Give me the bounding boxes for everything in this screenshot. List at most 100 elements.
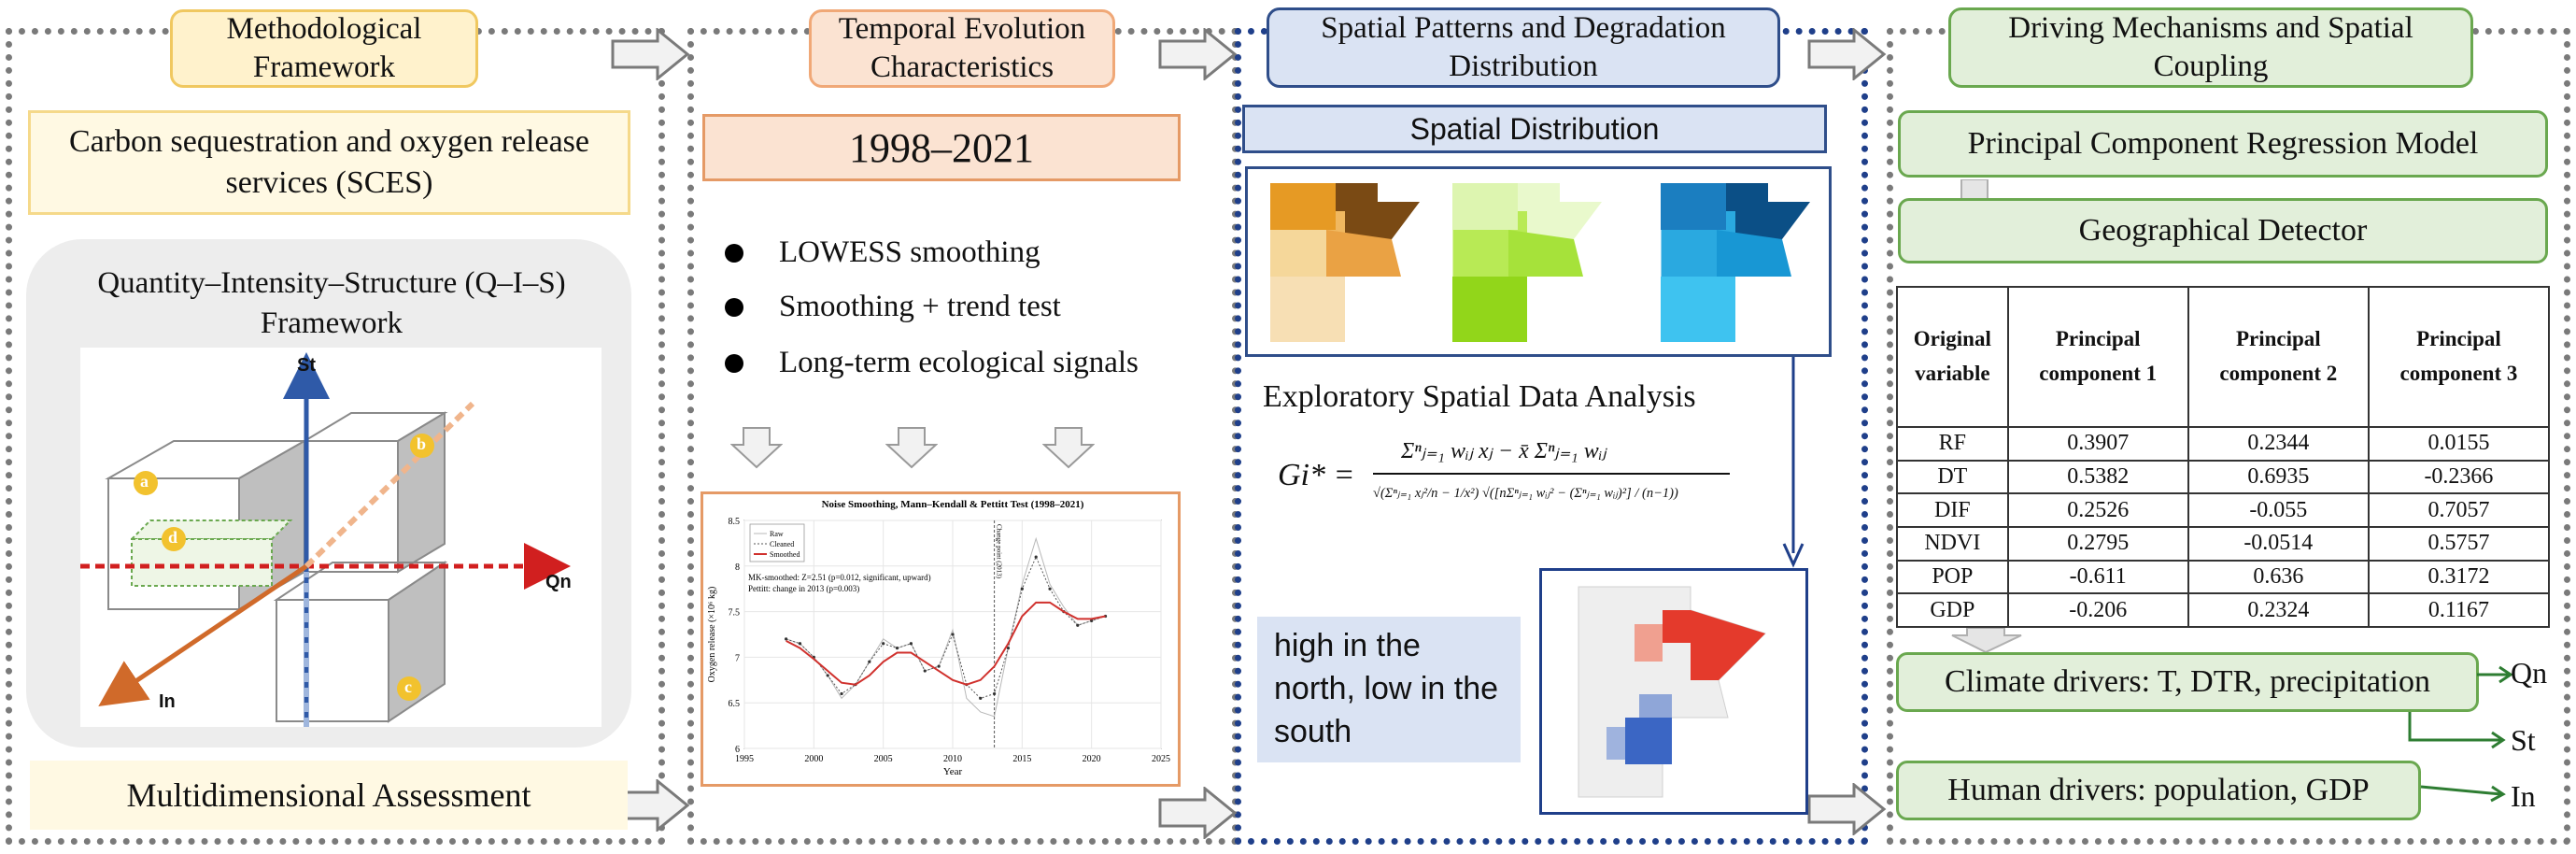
series-cleaned-point (1090, 619, 1094, 622)
bullet-1: LOWESS smoothing (725, 235, 1040, 270)
series-cleaned-point (1048, 587, 1052, 591)
map-green (1451, 182, 1603, 343)
bullet-3: Long-term ecological signals (725, 346, 1139, 380)
y-tick-label: 8 (735, 562, 740, 573)
human-drivers-box: Human drivers: population, GDP (1896, 761, 2421, 820)
mk-annotation: MK-smoothed: Z=2.51 (p=0.012, significan… (748, 573, 931, 582)
bullet-2: Smoothing + trend test (725, 290, 1061, 324)
map-orange (1269, 182, 1421, 343)
methodological-title: Methodological Framework (170, 9, 478, 88)
bullet-dot (725, 243, 743, 263)
x-tick-label: 2020 (1083, 754, 1101, 764)
output-qn-label: Qn (2511, 656, 2548, 690)
table-row: NDVI 0.2795 -0.0514 0.5757 (1896, 525, 2551, 562)
axis-in-label: In (159, 691, 176, 712)
series-cleaned-point (882, 642, 885, 646)
bullet-3-text: Long-term ecological signals (779, 346, 1139, 379)
sces-box: Carbon sequestration and oxygen release … (28, 110, 630, 215)
series-cleaned-point (993, 691, 997, 696)
table-row: GDP -0.206 0.2324 0.1167 (1896, 592, 2551, 628)
series-cleaned-point (840, 691, 843, 696)
bullet-dot (725, 353, 743, 373)
table-row: DT 0.5382 0.6935 -0.2366 (1896, 459, 2551, 495)
table-cell: -0.0514 (2187, 525, 2370, 562)
table-row: POP -0.611 0.636 0.3172 (1896, 559, 2551, 595)
spatial-title: Spatial Patterns and Degradation Distrib… (1267, 7, 1780, 88)
corner-b-label: b (417, 434, 427, 453)
corner-a-marker (134, 471, 158, 495)
pcr-box: Principal Component Regression Model (1898, 110, 2548, 178)
map-blue (1660, 182, 1811, 343)
cube-d (129, 520, 293, 587)
series-cleaned-point (937, 664, 941, 668)
table-row: RF 0.3907 0.2344 0.0155 (1896, 426, 2551, 462)
legend-label: Smoothed (770, 550, 800, 559)
table-cell: RF (1896, 426, 2009, 462)
gi-formula-denominator: √(Σⁿⱼ₌₁ xⱼ²/n − 1/x²) √([nΣⁿⱼ₌₁ wᵢⱼ² − (… (1373, 486, 1678, 501)
x-axis-label: Year (943, 766, 963, 777)
table-cell: 0.3172 (2367, 559, 2551, 595)
cube-c (273, 561, 448, 723)
series-cleaned-point (909, 642, 913, 646)
x-tick-label: 2015 (1012, 754, 1031, 764)
pc-loading-table: Original variable Principal component 1 … (1896, 286, 2551, 628)
pc-table: Original variable Principal component 1 … (1896, 286, 2551, 628)
axis-st-label: St (297, 355, 316, 376)
driving-title: Driving Mechanisms and Spatial Coupling (1948, 7, 2473, 88)
series-cleaned-point (951, 633, 955, 636)
series-cleaned-point (826, 674, 829, 677)
flow-arrow-bottom-3 (1807, 783, 1887, 835)
driver-output-arrows (2408, 665, 2512, 803)
temporal-title: Temporal Evolution Characteristics (809, 9, 1115, 88)
table-to-drivers-arrow (1951, 628, 2022, 654)
table-cell: 0.2344 (2187, 426, 2370, 462)
chart-title: Noise Smoothing, Mann–Kendall & Pettitt … (822, 499, 1084, 510)
bullet-2-text: Smoothing + trend test (779, 290, 1061, 323)
corner-a-label: a (140, 472, 149, 491)
series-cleaned-point (1020, 587, 1024, 591)
spatial-distribution-header: Spatial Distribution (1242, 105, 1827, 153)
table-header-cell: Principal component 2 (2187, 286, 2370, 428)
table-header-cell: Principal component 3 (2367, 286, 2551, 428)
geo-detector-box: Geographical Detector (1898, 198, 2548, 263)
series-cleaned-point (923, 669, 927, 673)
y-axis-label: Oxygen release (×10⁶ kg) (707, 587, 717, 683)
table-cell: 0.5757 (2367, 525, 2551, 562)
table-cell: POP (1896, 559, 2009, 595)
x-tick-label: 2010 (943, 754, 962, 764)
axis-qn-label: Qn (545, 572, 572, 592)
series-cleaned-point (1076, 623, 1080, 627)
hotspot-map (1578, 586, 1766, 798)
qis-3d-diagram (80, 352, 571, 727)
series-cleaned-point (785, 637, 788, 641)
table-header-row: Original variable Principal component 1 … (1896, 286, 2551, 428)
corner-d-marker (162, 527, 186, 551)
table-cell: DIF (1896, 492, 2009, 528)
series-cleaned-point (1034, 555, 1038, 559)
series-cleaned-point (979, 696, 983, 700)
axis-in-upper (304, 401, 475, 569)
x-tick-label: 1995 (735, 754, 754, 764)
corner-c-label: c (404, 677, 412, 696)
series-cleaned-point (798, 642, 802, 646)
y-tick-label: 7.5 (729, 608, 741, 619)
flow-arrow-bottom-2 (1158, 787, 1238, 839)
flow-arrow-top-3 (1807, 28, 1887, 80)
series-cleaned-point (895, 647, 899, 650)
output-st-label: St (2511, 723, 2536, 757)
table-cell: 0.2795 (2006, 525, 2189, 562)
down-arrow-2 (885, 427, 938, 469)
table-cell: GDP (1896, 592, 2009, 628)
corner-d-label: d (168, 528, 178, 547)
series-raw (786, 536, 1106, 718)
flow-arrow-top-2 (1158, 28, 1238, 80)
hotspot-note: high in the north, low in the south (1257, 617, 1521, 762)
table-cell: 0.7057 (2367, 492, 2551, 528)
series-smoothed (786, 601, 1106, 686)
esda-title: Exploratory Spatial Data Analysis (1263, 379, 1696, 414)
output-in-label: In (2511, 779, 2536, 813)
table-cell: DT (1896, 459, 2009, 495)
table-cell: 0.1167 (2367, 592, 2551, 628)
table-header-cell: Original variable (1896, 286, 2009, 428)
table-cell: 0.636 (2187, 559, 2370, 595)
